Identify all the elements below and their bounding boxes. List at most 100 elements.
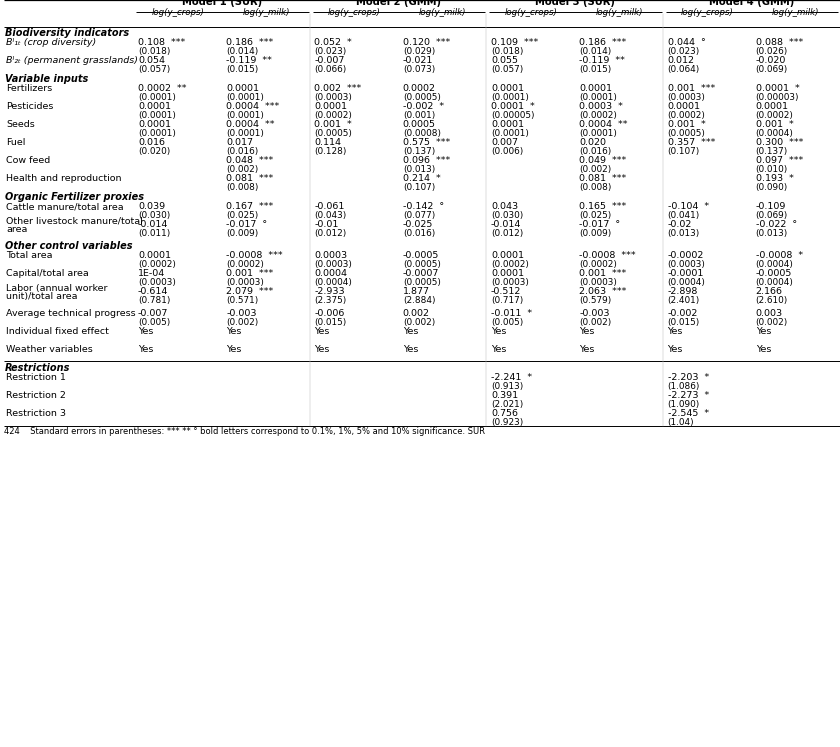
Text: 0.049  ***: 0.049 *** — [580, 156, 627, 165]
Text: 0.300  ***: 0.300 *** — [756, 138, 803, 147]
Text: -0.119  **: -0.119 ** — [226, 56, 272, 65]
Text: (0.0003): (0.0003) — [668, 93, 706, 102]
Text: (0.0001): (0.0001) — [138, 128, 176, 137]
Text: (0.023): (0.023) — [668, 47, 700, 56]
Text: Organic Fertilizer proxies: Organic Fertilizer proxies — [5, 192, 144, 202]
Text: (0.923): (0.923) — [491, 418, 523, 427]
Text: 0.167  ***: 0.167 *** — [226, 202, 274, 211]
Text: -0.0008  ***: -0.0008 *** — [226, 252, 283, 261]
Text: (0.002): (0.002) — [402, 317, 435, 326]
Text: (2.021): (2.021) — [491, 400, 523, 409]
Text: (0.002): (0.002) — [756, 317, 788, 326]
Text: (0.0003): (0.0003) — [491, 278, 529, 287]
Text: Yes: Yes — [668, 327, 683, 336]
Text: (0.107): (0.107) — [402, 183, 435, 192]
Text: Cow feed: Cow feed — [6, 156, 50, 165]
Text: 0.097  ***: 0.097 *** — [756, 156, 803, 165]
Text: -0.022  °: -0.022 ° — [756, 220, 797, 229]
Text: (0.0002): (0.0002) — [668, 111, 706, 120]
Text: (0.025): (0.025) — [226, 211, 259, 220]
Text: 0.052  *: 0.052 * — [314, 38, 352, 47]
Text: (1.04): (1.04) — [668, 418, 694, 427]
Text: (0.0001): (0.0001) — [580, 128, 617, 137]
Text: Variable inputs: Variable inputs — [5, 74, 88, 84]
Text: (0.029): (0.029) — [402, 47, 435, 56]
Text: Average technical progress: Average technical progress — [6, 309, 135, 318]
Text: (2.401): (2.401) — [668, 296, 700, 305]
Text: 0.391: 0.391 — [491, 391, 518, 400]
Text: 1.877: 1.877 — [402, 288, 430, 297]
Text: 0.002: 0.002 — [402, 309, 430, 318]
Text: (0.069): (0.069) — [756, 211, 788, 220]
Text: Cattle manure/total area: Cattle manure/total area — [6, 202, 123, 211]
Text: 0.0002: 0.0002 — [402, 84, 436, 93]
Text: 0.001  *: 0.001 * — [314, 120, 352, 129]
Text: -0.0007: -0.0007 — [402, 270, 439, 279]
Text: (0.030): (0.030) — [138, 211, 171, 220]
Text: Yes: Yes — [138, 327, 154, 336]
Text: Yes: Yes — [756, 345, 771, 354]
Text: (0.005): (0.005) — [138, 317, 171, 326]
Text: -2.933: -2.933 — [314, 288, 345, 297]
Text: (0.0003): (0.0003) — [580, 278, 617, 287]
Text: 0.0001: 0.0001 — [491, 84, 524, 93]
Text: Bᴵ₂ₜ (permanent grasslands): Bᴵ₂ₜ (permanent grasslands) — [6, 56, 138, 65]
Text: (0.012): (0.012) — [314, 229, 347, 238]
Text: 0.081  ***: 0.081 *** — [226, 174, 274, 183]
Text: 0.0003: 0.0003 — [314, 252, 348, 261]
Text: Yes: Yes — [668, 345, 683, 354]
Text: (0.011): (0.011) — [138, 229, 171, 238]
Text: (1.090): (1.090) — [668, 400, 700, 409]
Text: (0.0004): (0.0004) — [668, 278, 706, 287]
Text: (0.107): (0.107) — [668, 146, 700, 155]
Text: Restrictions: Restrictions — [5, 363, 71, 373]
Text: -0.014: -0.014 — [138, 220, 168, 229]
Text: (0.0008): (0.0008) — [402, 128, 441, 137]
Text: (0.717): (0.717) — [491, 296, 523, 305]
Text: 0.043: 0.043 — [491, 202, 518, 211]
Text: (0.913): (0.913) — [491, 382, 523, 391]
Text: -0.017  °: -0.017 ° — [580, 220, 621, 229]
Text: (0.016): (0.016) — [226, 146, 259, 155]
Text: (0.073): (0.073) — [402, 65, 435, 74]
Text: 2.079  ***: 2.079 *** — [226, 288, 274, 297]
Text: Yes: Yes — [491, 345, 507, 354]
Text: (0.013): (0.013) — [668, 229, 700, 238]
Text: Yes: Yes — [226, 345, 242, 354]
Text: (0.069): (0.069) — [756, 65, 788, 74]
Text: 0.193  *: 0.193 * — [756, 174, 794, 183]
Text: log(y_milk): log(y_milk) — [243, 8, 290, 17]
Text: 0.0001: 0.0001 — [138, 252, 171, 261]
Text: -2.898: -2.898 — [668, 288, 698, 297]
Text: Model 4 (GMM): Model 4 (GMM) — [709, 0, 795, 7]
Text: 0.001  ***: 0.001 *** — [668, 84, 715, 93]
Text: (0.002): (0.002) — [226, 317, 259, 326]
Text: (0.014): (0.014) — [226, 47, 259, 56]
Text: -0.02: -0.02 — [668, 220, 692, 229]
Text: 0.002  ***: 0.002 *** — [314, 84, 362, 93]
Text: -0.014: -0.014 — [491, 220, 522, 229]
Text: (2.884): (2.884) — [402, 296, 435, 305]
Text: unit)/total area: unit)/total area — [6, 292, 77, 301]
Text: -0.119  **: -0.119 ** — [580, 56, 625, 65]
Text: Biodiversity indicators: Biodiversity indicators — [5, 28, 129, 38]
Text: 0.088  ***: 0.088 *** — [756, 38, 803, 47]
Text: Bᴵ₁ₜ (crop diversity): Bᴵ₁ₜ (crop diversity) — [6, 38, 97, 47]
Text: 0.081  ***: 0.081 *** — [580, 174, 627, 183]
Text: -0.01: -0.01 — [314, 220, 339, 229]
Text: (0.0001): (0.0001) — [226, 111, 264, 120]
Text: 0.0001  *: 0.0001 * — [756, 84, 800, 93]
Text: 0.0004  **: 0.0004 ** — [580, 120, 627, 129]
Text: Yes: Yes — [491, 327, 507, 336]
Text: -0.017  °: -0.017 ° — [226, 220, 267, 229]
Text: Model 1 (SUR): Model 1 (SUR) — [182, 0, 262, 7]
Text: Fuel: Fuel — [6, 138, 25, 147]
Text: (0.041): (0.041) — [668, 211, 700, 220]
Text: (0.0001): (0.0001) — [138, 93, 176, 102]
Text: (0.0002): (0.0002) — [491, 260, 529, 269]
Text: 0.016: 0.016 — [138, 138, 165, 147]
Text: 0.186  ***: 0.186 *** — [226, 38, 274, 47]
Text: (0.128): (0.128) — [314, 146, 347, 155]
Text: (0.064): (0.064) — [668, 65, 700, 74]
Text: (0.015): (0.015) — [314, 317, 347, 326]
